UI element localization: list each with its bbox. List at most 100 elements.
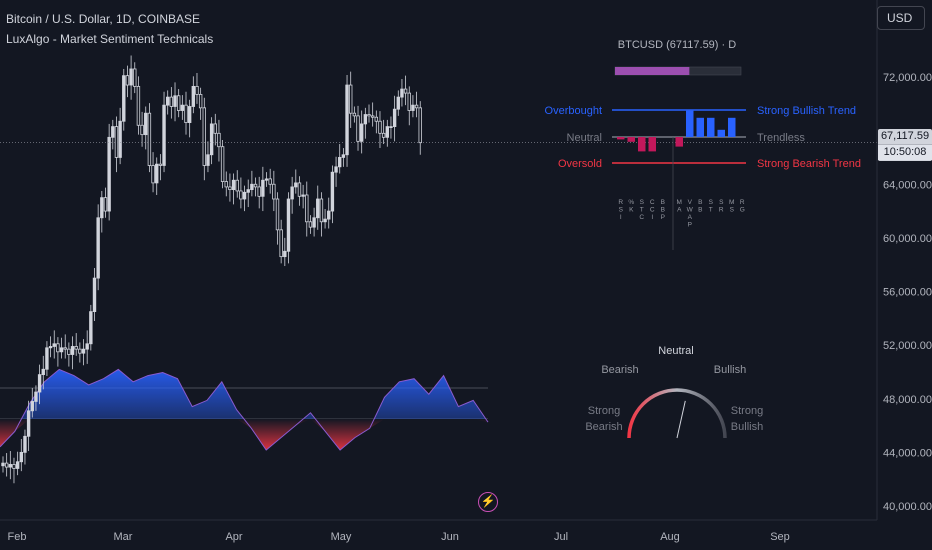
candle-body	[96, 217, 100, 279]
candle-body	[209, 123, 214, 156]
candle-body	[111, 126, 115, 138]
candle-body	[118, 120, 122, 158]
indicator-label: P	[661, 214, 665, 221]
candle-body	[67, 348, 71, 355]
candle-body	[173, 95, 177, 107]
indicator-label: %	[628, 199, 634, 206]
candle-body	[41, 368, 45, 376]
sentiment-bar-fill	[615, 67, 690, 75]
candle-body	[235, 179, 239, 192]
sentiment-gauge: Neutral Bearish Bullish Strong Bearish Strong…	[585, 345, 763, 439]
indicator-label: C	[650, 207, 655, 214]
time-tick-label: Aug	[660, 531, 680, 543]
candle-body	[367, 114, 371, 117]
indicator-label: S	[709, 199, 714, 206]
lightning-icon[interactable]: ⚡	[478, 492, 498, 512]
panel-right-label: Strong Bullish Trend	[757, 105, 856, 117]
sentiment-line	[0, 368, 489, 451]
panel-left-label: Oversold	[558, 158, 602, 170]
gauge-label-strong-bearish: Strong	[588, 405, 620, 417]
candle-body	[389, 126, 393, 129]
indicator-label: S	[730, 207, 735, 214]
candle-body	[92, 277, 97, 313]
indicator-label: K	[629, 207, 634, 214]
symbol-title: Bitcoin / U.S. Dollar, 1D, COINBASE	[6, 12, 201, 26]
price-tick-label: 40,000.00	[883, 501, 932, 513]
price-tick-label: 48,000.00	[883, 394, 932, 406]
candle-body	[4, 462, 9, 468]
candle-body	[133, 68, 137, 87]
sentiment-mask	[0, 419, 488, 469]
time-tick-label: Sep	[770, 531, 790, 543]
price-tick-label: 64,000.00	[883, 179, 932, 191]
indicator-label: B	[698, 207, 702, 214]
candle-body	[308, 221, 313, 228]
candle-body	[392, 108, 397, 128]
indicator-label: R	[719, 207, 724, 214]
candle-body	[114, 126, 119, 158]
gauge-label-strong-bearish: Bearish	[585, 421, 622, 433]
candle-body	[323, 218, 327, 223]
candle-body	[305, 194, 309, 223]
candle-body	[202, 107, 206, 166]
candle-body	[12, 464, 16, 469]
candle-body	[253, 183, 258, 188]
indicator-label: R	[618, 199, 623, 206]
candle-body	[338, 157, 342, 168]
candle-body	[155, 163, 159, 184]
panel-right-label: Trendless	[757, 132, 805, 144]
candle-body	[279, 229, 283, 258]
bar-countdown: 10:50:08	[878, 144, 932, 160]
price-tick-label: 56,000.00	[883, 287, 932, 299]
candle-body	[272, 183, 276, 200]
candle-body	[341, 154, 346, 158]
candle-body	[140, 124, 144, 136]
candle-body	[348, 84, 353, 114]
candle-body	[107, 136, 111, 212]
candle-body	[378, 120, 382, 134]
candle-body	[316, 198, 320, 219]
candle-body	[1, 462, 5, 467]
indicator-label: C	[650, 199, 655, 206]
time-tick-label: May	[331, 531, 352, 543]
price-tick-label: 44,000.00	[883, 447, 932, 459]
candle-body	[407, 92, 411, 111]
candle-body	[144, 112, 148, 136]
candle-body	[59, 347, 64, 353]
time-tick-label: Jun	[441, 531, 459, 543]
indicator-label: T	[640, 207, 644, 214]
time-tick-label: Feb	[8, 531, 27, 543]
indicator-bar	[627, 137, 635, 142]
indicator-label: S	[619, 207, 624, 214]
candle-body	[217, 132, 221, 148]
candle-body	[224, 181, 228, 188]
gauge-label-bullish: Bullish	[714, 364, 746, 376]
candle-body	[122, 75, 126, 122]
gauge-label-bearish: Bearish	[601, 364, 638, 376]
current-price-value: 67,117.59	[880, 130, 930, 142]
candle-body	[220, 146, 225, 182]
candle-body	[294, 182, 298, 188]
panel-left-label: Neutral	[567, 132, 602, 144]
candle-body	[283, 250, 287, 258]
candle-body	[48, 346, 53, 349]
candle-body	[74, 346, 78, 350]
candle-body	[385, 126, 389, 138]
gauge-label-neutral: Neutral	[658, 345, 693, 357]
candle-body	[213, 123, 217, 134]
currency-button[interactable]: USD	[877, 6, 925, 30]
sentiment-panel: BTCUSD (67117.59) · D Overbought Strong Bu…	[545, 39, 861, 250]
candle-body	[30, 401, 34, 412]
candle-body	[162, 104, 166, 166]
indicator-label: M	[677, 199, 682, 206]
indicator-label: B	[698, 199, 702, 206]
indicator-label: B	[661, 199, 665, 206]
indicator-bar	[696, 117, 704, 137]
indicator-label: M	[729, 199, 734, 206]
indicator-label: S	[640, 199, 645, 206]
gauge-arc	[627, 388, 727, 439]
candle-body	[81, 348, 86, 354]
current-price-label: 67,117.59 10:50:08	[878, 129, 932, 161]
panel-title: BTCUSD (67117.59) · D	[618, 39, 736, 51]
